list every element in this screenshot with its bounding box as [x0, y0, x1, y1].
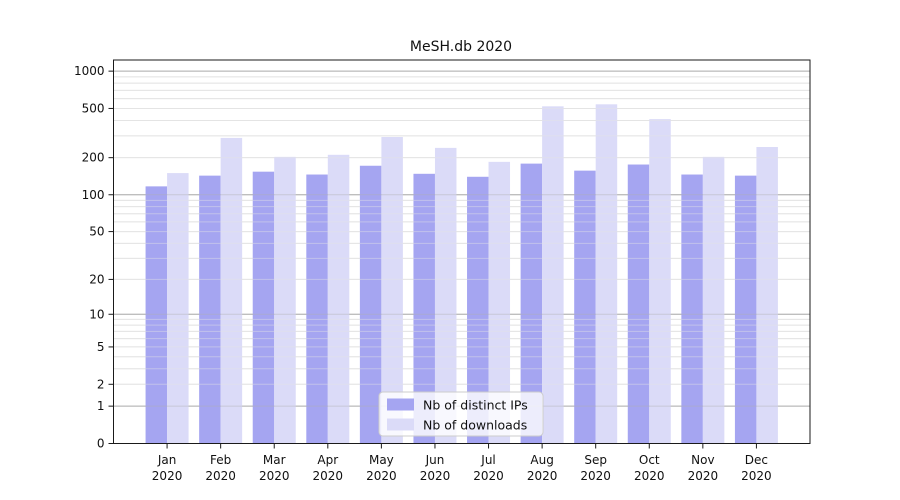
x-tick-label-year: 2020	[259, 469, 290, 483]
legend-label-distinct-ips: Nb of distinct IPs	[423, 398, 528, 413]
bar-downloads-jul	[488, 161, 511, 444]
bar-distinct-ips-jul	[467, 176, 489, 444]
x-tick-label-year: 2020	[580, 469, 611, 483]
bar-distinct-ips-nov	[681, 174, 703, 444]
y-tick-label: 1	[97, 399, 105, 413]
legend-box	[378, 391, 544, 437]
bar-downloads-aug	[542, 106, 564, 444]
x-axis: Jan 2020 Feb 2020 Mar 2020 Apr 2020 May 2020 Jun 20…	[152, 443, 772, 483]
gridlines-over	[113, 70, 810, 407]
y-tick-label: 2	[97, 377, 105, 391]
bar-distinct-ips-sep	[574, 170, 596, 444]
x-tick-label-month: Aug	[530, 453, 553, 467]
bar-distinct-ips-dec	[734, 175, 757, 444]
bar-distinct-ips-mar	[252, 171, 275, 444]
y-tick-label: 100	[82, 188, 105, 202]
x-tick-label-year: 2020	[205, 469, 236, 483]
chart-title: MeSH.db 2020	[410, 39, 512, 55]
x-tick-label-month: Jul	[480, 453, 495, 467]
x-tick-label-year: 2020	[527, 469, 558, 483]
bar-downloads-sep	[595, 104, 618, 444]
bar-downloads-apr	[327, 154, 350, 444]
x-tick-label-month: Oct	[639, 453, 660, 467]
legend-label-downloads: Nb of downloads	[423, 418, 527, 433]
x-tick-label-month: Jun	[425, 453, 445, 467]
bar-downloads-dec	[756, 146, 778, 444]
y-tick-label: 5	[97, 340, 105, 354]
y-tick-label: 500	[82, 101, 105, 115]
x-tick-label-year: 2020	[741, 469, 772, 483]
bar-downloads-mar	[274, 156, 296, 444]
bar-distinct-ips-apr	[306, 174, 328, 444]
y-tick-label: 50	[89, 225, 104, 239]
x-tick-label-year: 2020	[152, 469, 183, 483]
bar-distinct-ips-oct	[627, 164, 650, 444]
bar-distinct-ips-jun	[413, 173, 435, 444]
x-tick-label-month: Jan	[157, 453, 177, 467]
bar-distinct-ips-jan	[145, 186, 168, 444]
x-tick-label-month: Sep	[584, 453, 607, 467]
bar-distinct-ips-feb	[199, 175, 221, 444]
bar-distinct-ips-may	[359, 165, 382, 444]
x-tick-label-year: 2020	[473, 469, 504, 483]
legend-swatch-downloads	[387, 418, 414, 431]
plot-border	[113, 59, 811, 444]
bar-downloads-feb	[220, 137, 243, 444]
bar-downloads-may	[381, 136, 403, 444]
bar-downloads-nov	[702, 156, 725, 444]
y-tick-label: 20	[89, 272, 104, 286]
bar-downloads-oct	[649, 119, 671, 444]
x-tick-label-year: 2020	[366, 469, 397, 483]
x-tick-label-month: Apr	[317, 453, 338, 467]
x-tick-label-month: Mar	[263, 453, 286, 467]
y-tick-label: 10	[89, 307, 104, 321]
bar-downloads-jan	[167, 173, 189, 444]
x-tick-label-year: 2020	[688, 469, 719, 483]
x-tick-label-year: 2020	[634, 469, 665, 483]
bars	[145, 104, 778, 444]
y-tick-label: 1000	[74, 64, 105, 78]
x-tick-label-month: May	[369, 453, 394, 467]
bar-distinct-ips-aug	[520, 163, 543, 444]
y-tick-label: 200	[82, 151, 105, 165]
plot-area: 10005002001005020105210Jan2020Feb2020Mar…	[74, 59, 811, 483]
x-tick-label-month: Dec	[745, 453, 768, 467]
legend-swatch-distinct-ips	[387, 398, 414, 411]
legend: Nb of distinct IPs Nb of downloads	[378, 391, 544, 437]
y-tick-label: 0	[97, 437, 105, 451]
x-tick-label-year: 2020	[420, 469, 451, 483]
x-tick-label-month: Nov	[691, 453, 714, 467]
x-tick-label-month: Feb	[210, 453, 231, 467]
x-tick-label-year: 2020	[313, 469, 344, 483]
bar-downloads-jun	[434, 147, 457, 444]
